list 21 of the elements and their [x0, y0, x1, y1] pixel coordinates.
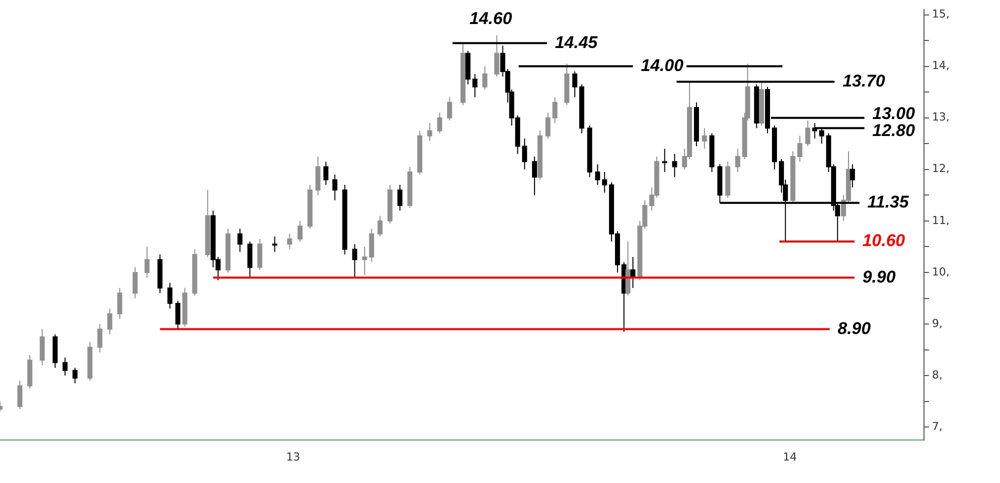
- y-tick-label: 13,: [932, 110, 950, 124]
- annotation: 12.80: [872, 121, 916, 140]
- annotation: 9.90: [862, 267, 896, 286]
- y-tick-label: 9,: [932, 316, 942, 330]
- y-tick-label: 15,: [932, 8, 950, 21]
- y-tick-label: 7,: [932, 420, 942, 433]
- y-tick-label: 14,: [932, 59, 950, 72]
- y-tick-label: 11,: [932, 214, 950, 227]
- annotation: 13.70: [842, 71, 886, 90]
- x-tick-label: 14: [782, 450, 797, 464]
- annotation: 11.35: [867, 192, 910, 212]
- x-tick-label: 13: [286, 450, 300, 464]
- y-tick-label: 8,: [932, 368, 942, 382]
- annotation: 14.60: [470, 9, 513, 28]
- annotation: 13.00: [872, 104, 916, 124]
- y-tick-label: 10,: [932, 265, 950, 278]
- annotation: 14.00: [640, 56, 684, 75]
- annotation: 8.90: [838, 318, 872, 338]
- series-label: 10.60: [862, 231, 906, 250]
- y-tick-label: 12,: [932, 162, 950, 176]
- annotation: 14.45: [554, 32, 598, 52]
